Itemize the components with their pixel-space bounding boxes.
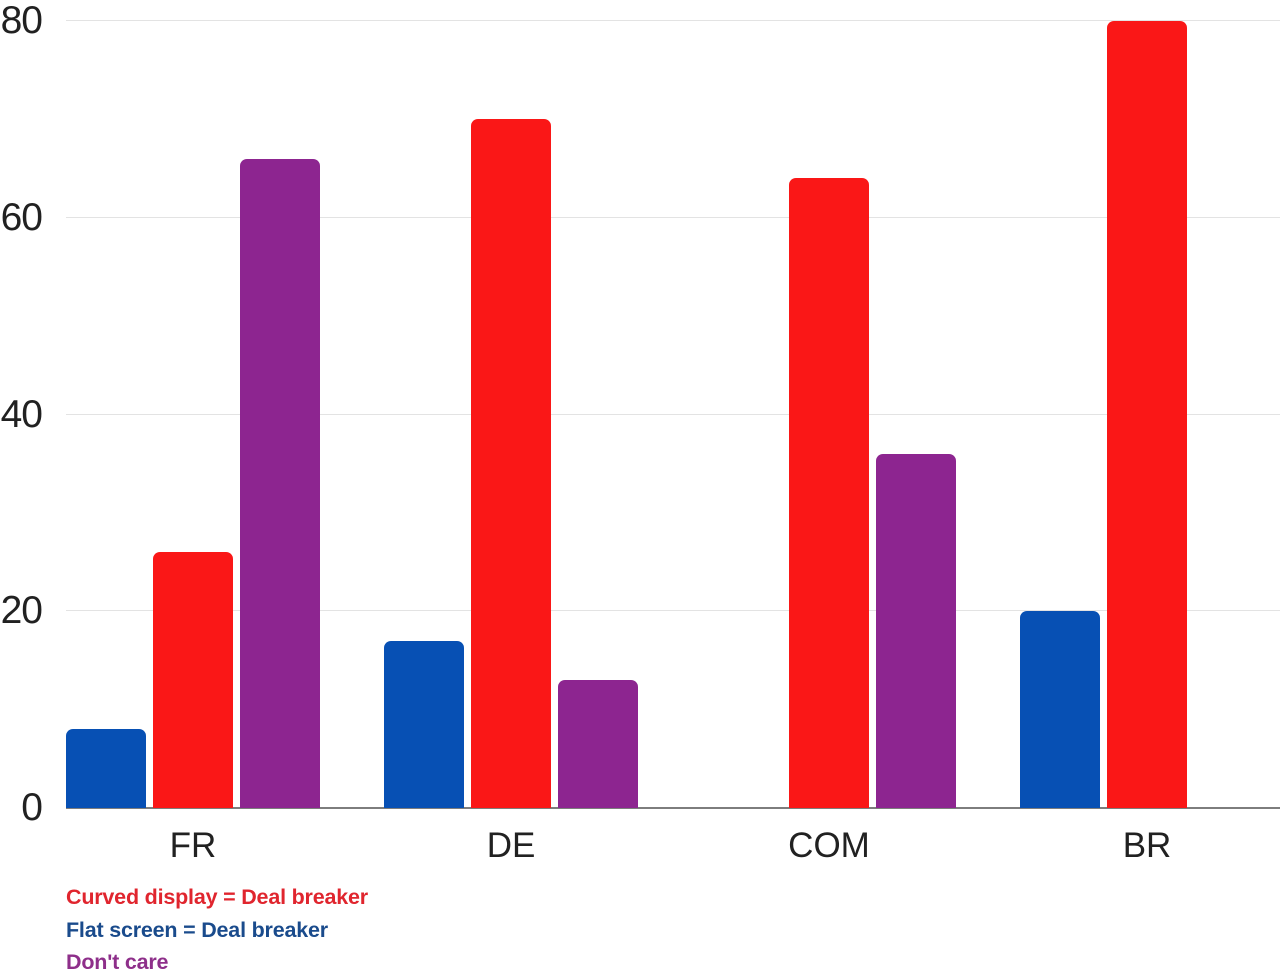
gridline-60	[66, 216, 1280, 218]
bar-br-series-1	[1107, 21, 1187, 808]
bar-com-series-2	[876, 453, 956, 808]
y-tick-label-60: 60	[0, 195, 43, 239]
bar-de-series-1	[471, 119, 551, 808]
bar-br-series-0	[1020, 611, 1100, 808]
bar-de-series-0	[384, 640, 464, 808]
legend-item-curved-display: Curved display = Deal breaker	[66, 885, 368, 909]
bar-de-series-2	[558, 680, 638, 808]
legend-item-dont-care: Don't care	[66, 950, 169, 974]
bar-fr-series-0	[66, 729, 146, 808]
bar-fr-series-1	[153, 552, 233, 808]
x-axis-line	[66, 807, 1280, 809]
y-tick-label-0: 0	[21, 786, 43, 829]
x-category-label-br: BR	[1122, 826, 1172, 865]
bar-fr-series-2	[240, 158, 320, 808]
legend-item-flat-screen: Flat screen = Deal breaker	[66, 917, 328, 942]
x-category-label-de: DE	[486, 826, 536, 865]
legend: Curved display = Deal breaker Flat scree…	[66, 881, 368, 979]
y-tick-label-40: 40	[0, 392, 43, 436]
gridline-40	[66, 413, 1280, 415]
plot-area	[66, 20, 1280, 809]
bar-com-series-1	[789, 178, 869, 808]
y-tick-label-80: 80	[0, 0, 43, 42]
x-category-label-com: COM	[788, 826, 870, 865]
gridline-80	[66, 20, 1280, 21]
x-category-label-fr: FR	[169, 826, 217, 865]
y-tick-label-20: 20	[0, 589, 43, 633]
gridline-20	[66, 610, 1280, 612]
